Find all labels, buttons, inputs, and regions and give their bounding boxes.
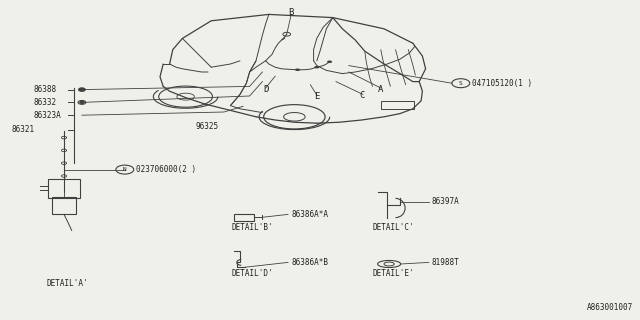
Text: A: A bbox=[378, 85, 383, 94]
Text: 86386A*A: 86386A*A bbox=[291, 210, 328, 219]
Text: 86386A*B: 86386A*B bbox=[291, 258, 328, 267]
Circle shape bbox=[79, 88, 85, 91]
Text: 86332: 86332 bbox=[33, 98, 56, 107]
Text: 86321: 86321 bbox=[12, 125, 35, 134]
Circle shape bbox=[327, 60, 332, 63]
Text: N: N bbox=[123, 167, 127, 172]
Text: C: C bbox=[359, 92, 364, 100]
Text: 86323A: 86323A bbox=[33, 111, 61, 120]
Text: D: D bbox=[263, 85, 268, 94]
Text: S: S bbox=[459, 81, 463, 86]
Text: 86388: 86388 bbox=[33, 85, 56, 94]
Text: DETAIL'D': DETAIL'D' bbox=[232, 269, 274, 278]
Text: 047105120(1 ): 047105120(1 ) bbox=[472, 79, 532, 88]
Text: DETAIL'B': DETAIL'B' bbox=[232, 223, 274, 232]
Text: E: E bbox=[314, 92, 319, 101]
Text: A863001007: A863001007 bbox=[588, 303, 634, 312]
Text: 86397A: 86397A bbox=[432, 197, 460, 206]
Text: B: B bbox=[289, 8, 294, 17]
Circle shape bbox=[295, 68, 300, 71]
Circle shape bbox=[314, 66, 319, 68]
Text: DETAIL'A': DETAIL'A' bbox=[46, 279, 88, 288]
Text: 81988T: 81988T bbox=[432, 258, 460, 267]
Text: 96325: 96325 bbox=[195, 122, 218, 131]
Text: 023706000(2 ): 023706000(2 ) bbox=[136, 165, 196, 174]
Circle shape bbox=[80, 101, 84, 103]
Text: DETAIL'C': DETAIL'C' bbox=[372, 223, 415, 232]
Text: DETAIL'E': DETAIL'E' bbox=[372, 269, 415, 278]
